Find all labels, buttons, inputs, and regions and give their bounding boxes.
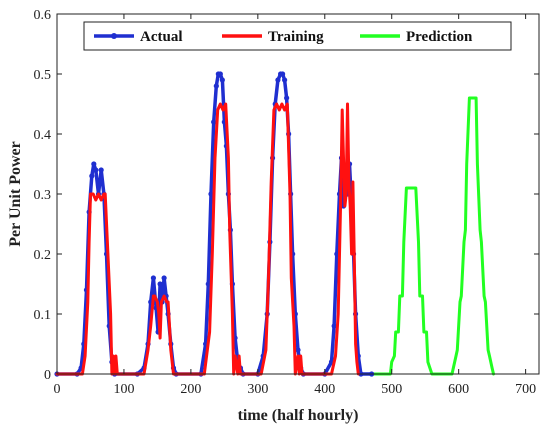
series-point-actual (211, 119, 217, 125)
y-tick-label: 0 (44, 368, 51, 383)
series-point-actual (284, 95, 290, 101)
series-point-actual (205, 281, 211, 287)
series-point-actual (213, 83, 219, 89)
series-point-actual (91, 161, 97, 167)
series-point-actual (98, 167, 104, 173)
x-tick-label: 200 (180, 382, 201, 397)
y-tick-label: 0.5 (34, 68, 52, 83)
y-tick-label: 0.3 (34, 188, 52, 203)
series-point-actual (275, 77, 281, 83)
series-point-actual (280, 71, 286, 77)
y-tick-label: 0.2 (34, 248, 52, 263)
x-tick-label: 700 (515, 382, 536, 397)
legend-label-prediction: Prediction (406, 29, 473, 45)
y-tick-label: 0.1 (34, 308, 52, 323)
series-point-actual (93, 167, 99, 173)
x-tick-label: 500 (381, 382, 402, 397)
axis-ticks: 0 100 200 300 400 500 600 700 0 0.1 0.2 0.3 0.4 0.5 0.… (34, 8, 539, 397)
series-point-actual (150, 275, 156, 281)
x-tick-label: 100 (113, 382, 134, 397)
series-line-training (55, 102, 360, 376)
x-tick-label: 300 (247, 382, 268, 397)
x-tick-label: 0 (54, 382, 61, 397)
legend-label-actual: Actual (140, 29, 183, 45)
x-axis-label: time (half hourly) (238, 407, 359, 424)
series-point-actual (157, 281, 163, 287)
series-point-actual (295, 347, 301, 353)
x-tick-label: 600 (448, 382, 469, 397)
legend: Actual Training Prediction (83, 21, 512, 51)
series-point-actual (161, 275, 167, 281)
series-point-actual (217, 71, 223, 77)
series-point-actual (208, 191, 214, 197)
x-tick-label: 400 (314, 382, 335, 397)
series-point-actual (219, 77, 225, 83)
y-axis-label: Per Unit Power (7, 141, 24, 246)
y-tick-label: 0.4 (34, 128, 52, 143)
legend-label-training: Training (268, 29, 324, 45)
y-tick-label: 0.6 (34, 8, 52, 23)
series-point-actual (282, 77, 288, 83)
series-point-actual (331, 323, 337, 329)
legend-marker (111, 33, 117, 39)
series-point-actual (89, 173, 95, 179)
legend-box (83, 21, 512, 51)
